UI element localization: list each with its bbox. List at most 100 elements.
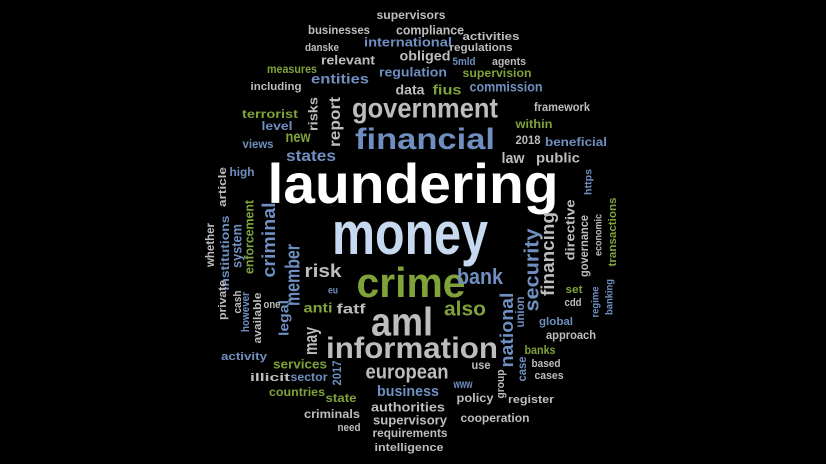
word-requirements: requirements bbox=[373, 426, 448, 440]
word-cdd: cdd bbox=[565, 297, 582, 309]
word-cooperation: cooperation bbox=[461, 411, 530, 425]
word-regulations: regulations bbox=[450, 42, 513, 54]
word-banks: banks bbox=[525, 343, 556, 357]
word-based: based bbox=[532, 358, 561, 370]
word-financial: financial bbox=[355, 123, 495, 156]
word-framework: framework bbox=[534, 100, 590, 114]
word-activities: activities bbox=[463, 31, 520, 43]
word-danske: danske bbox=[305, 42, 339, 54]
word-https: https bbox=[584, 169, 595, 195]
word-state: state bbox=[326, 391, 357, 405]
word-european: european bbox=[366, 361, 449, 383]
word-business: business bbox=[377, 383, 439, 400]
word-5mld: 5mld bbox=[453, 56, 476, 68]
word-2017: 2017 bbox=[330, 360, 344, 385]
word-however: however bbox=[240, 291, 252, 332]
word-report: report bbox=[327, 96, 344, 147]
word-need: need bbox=[338, 422, 361, 434]
word-authorities: authorities bbox=[371, 399, 445, 414]
word-anti: anti bbox=[304, 300, 333, 316]
word-economic: economic bbox=[594, 214, 605, 256]
word-data: data bbox=[396, 82, 425, 98]
word-new: new bbox=[286, 129, 311, 146]
word-register: register bbox=[508, 394, 555, 406]
word-risk: risk bbox=[305, 261, 343, 281]
word-beneficial: beneficial bbox=[545, 135, 607, 149]
word-relevant: relevant bbox=[321, 52, 376, 67]
word-measures: measures bbox=[267, 62, 317, 76]
word-public: public bbox=[536, 150, 580, 166]
word-national: national bbox=[497, 293, 517, 368]
word-services: services bbox=[273, 356, 327, 371]
word-governance: governance bbox=[577, 215, 591, 277]
word-risks: risks bbox=[305, 97, 320, 131]
word-including: including bbox=[251, 81, 302, 93]
word-case: case bbox=[515, 356, 529, 381]
word-approach: approach bbox=[546, 328, 596, 342]
word-activity: activity bbox=[221, 351, 268, 363]
word-views: views bbox=[243, 137, 274, 151]
word-information: information bbox=[326, 332, 498, 365]
word-cash: cash bbox=[232, 290, 244, 313]
word-directive: directive bbox=[562, 200, 577, 261]
word-article: article bbox=[217, 167, 229, 207]
word-entities: entities bbox=[311, 71, 369, 87]
word-commission: commission bbox=[470, 79, 543, 95]
word-use: use bbox=[472, 358, 491, 372]
word-banking: banking bbox=[605, 279, 616, 315]
word-may: may bbox=[301, 327, 321, 355]
word-www: www bbox=[453, 377, 473, 391]
word-level: level bbox=[262, 119, 293, 133]
word-legal: legal bbox=[276, 300, 292, 336]
word-group: group bbox=[495, 369, 507, 398]
word-states: states bbox=[286, 148, 336, 165]
word-law: law bbox=[502, 150, 525, 167]
word-institutions: institutions bbox=[218, 215, 232, 290]
word-obliged: obliged bbox=[400, 48, 451, 64]
word-system: system bbox=[229, 224, 245, 268]
word-compliance: compliance bbox=[396, 22, 464, 37]
word-money: money bbox=[332, 200, 489, 267]
word-bank: bank bbox=[457, 264, 504, 289]
word-aml: aml bbox=[371, 301, 433, 345]
word-sector: sector bbox=[291, 370, 328, 384]
word-private: private bbox=[217, 280, 229, 320]
word-fius: fius bbox=[433, 82, 462, 98]
word-one: one bbox=[264, 299, 281, 311]
word-terrorist: terrorist bbox=[242, 107, 298, 121]
word-businesses: businesses bbox=[308, 23, 370, 37]
word-security: security bbox=[521, 228, 543, 312]
word-high: high bbox=[230, 165, 255, 179]
word-policy: policy bbox=[457, 391, 494, 405]
word-fatf: fatf bbox=[337, 301, 366, 317]
word-regime: regime bbox=[591, 286, 602, 317]
word-supervisory: supervisory bbox=[373, 412, 448, 427]
word-within: within bbox=[514, 117, 552, 131]
word-criminals: criminals bbox=[304, 407, 360, 421]
word-countries: countries bbox=[269, 385, 325, 399]
word-cases: cases bbox=[535, 370, 564, 382]
word-2018: 2018 bbox=[516, 133, 541, 147]
word-crime: crime bbox=[357, 259, 466, 306]
word-agents: agents bbox=[492, 56, 526, 68]
word-transactions: transactions bbox=[607, 198, 619, 267]
word-government: government bbox=[352, 92, 498, 123]
word-enforcement: enforcement bbox=[241, 199, 256, 274]
word-available: available bbox=[252, 293, 264, 344]
word-set: set bbox=[566, 284, 583, 296]
word-laundering: laundering bbox=[268, 152, 559, 215]
word-international: international bbox=[364, 34, 452, 49]
word-financing: financing bbox=[538, 212, 558, 296]
word-supervision: supervision bbox=[463, 66, 532, 80]
word-whether: whether bbox=[203, 223, 217, 268]
word-criminal: criminal bbox=[259, 203, 279, 278]
word-eu: eu bbox=[328, 286, 338, 297]
word-illicit: illicit bbox=[250, 372, 291, 384]
word-supervisors: supervisors bbox=[377, 8, 446, 22]
word-intelligence: intelligence bbox=[375, 442, 444, 454]
word-also: also bbox=[444, 298, 486, 320]
word-regulation: regulation bbox=[379, 64, 447, 79]
word-member: member bbox=[282, 244, 304, 306]
